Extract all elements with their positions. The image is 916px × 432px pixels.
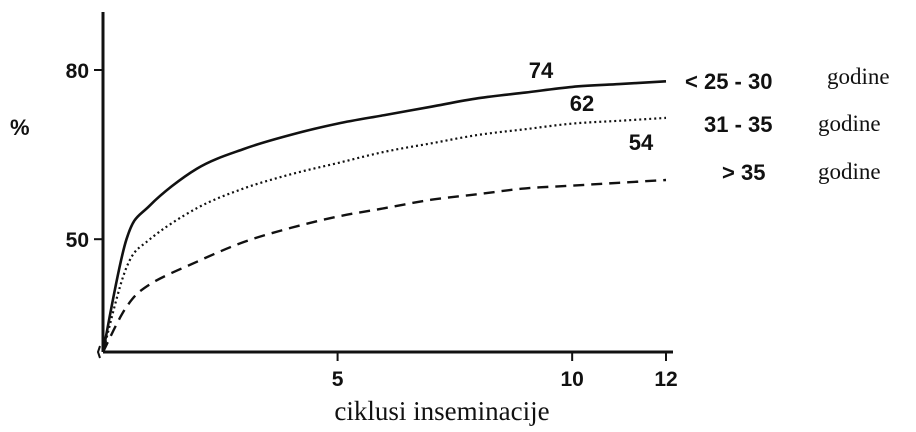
value-annotation-2: 62 bbox=[570, 91, 594, 116]
y-ticks: 50 80 bbox=[66, 60, 103, 252]
axis-break-mark bbox=[96, 345, 101, 359]
series-unit-3: godine bbox=[818, 159, 881, 184]
series-unit-2: godine bbox=[818, 111, 881, 136]
y-tick-label-80: 80 bbox=[66, 60, 89, 83]
series-line-3 bbox=[101, 178, 667, 353]
series-unit-1: godine bbox=[827, 64, 890, 89]
value-annotation-3: 54 bbox=[629, 130, 654, 155]
series-label-1: < 25 - 30 bbox=[685, 69, 772, 94]
x-tick-label-5: 5 bbox=[332, 368, 344, 391]
y-tick-label-50: 50 bbox=[66, 229, 89, 252]
series-labels: < 25 - 30 godine 31 - 35 godine > 35 godine bbox=[685, 64, 890, 185]
x-tick-label-10: 10 bbox=[560, 368, 583, 391]
value-annotation-1: 74 bbox=[529, 58, 554, 83]
x-ticks: 5 10 12 bbox=[332, 352, 678, 391]
y-axis-label: % bbox=[10, 115, 30, 140]
axes bbox=[96, 12, 673, 359]
series-label-3: > 35 bbox=[722, 160, 765, 185]
series-lines bbox=[101, 80, 667, 353]
series-line-2 bbox=[101, 116, 667, 353]
x-axis-label: ciklusi inseminacije bbox=[334, 396, 549, 426]
annotations: 74 62 54 bbox=[529, 58, 654, 155]
series-line-1 bbox=[101, 80, 667, 353]
series-label-2: 31 - 35 bbox=[704, 112, 773, 137]
x-tick-label-12: 12 bbox=[654, 368, 677, 391]
